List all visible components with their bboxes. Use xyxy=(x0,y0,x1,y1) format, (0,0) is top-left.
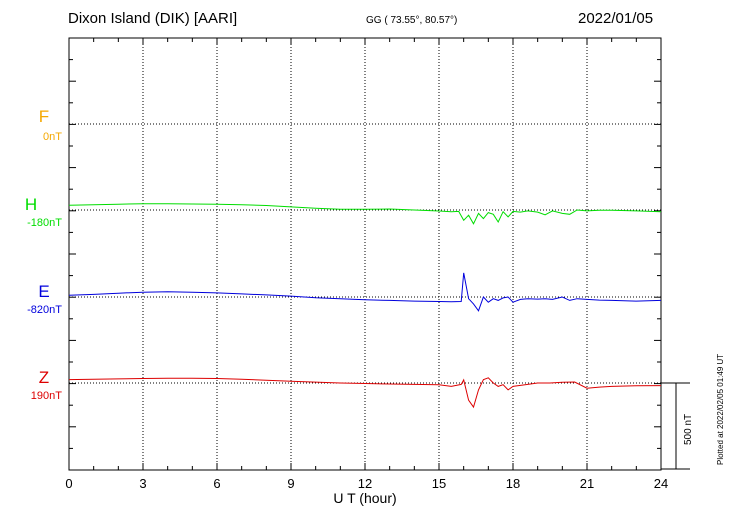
series-line-h xyxy=(68,203,662,225)
scale-bar xyxy=(661,382,690,470)
x-tick-label: 0 xyxy=(65,476,72,491)
chart-date: 2022/01/05 xyxy=(578,10,654,27)
station-coordinates: GG ( 73.55°, 80.57°) xyxy=(366,15,458,26)
x-tick-label: 3 xyxy=(139,476,146,491)
channel-h-label: H xyxy=(24,195,38,214)
x-axis-ticks xyxy=(68,37,662,471)
series-line-z xyxy=(68,377,662,409)
x-tick-label: 15 xyxy=(432,476,446,491)
series-line-e xyxy=(68,272,662,312)
series-layer xyxy=(68,203,662,409)
channel-h-baseline: -180nT xyxy=(27,217,62,229)
channel-e-baseline: -820nT xyxy=(27,304,62,316)
channel-f-baseline: 0nT xyxy=(43,131,62,143)
scale-bar-label: 500 nT xyxy=(683,413,694,445)
x-tick-label: 12 xyxy=(358,476,372,491)
channel-f-label: F xyxy=(38,107,50,126)
x-tick-label: 21 xyxy=(580,476,594,491)
x-tick-label: 6 xyxy=(213,476,220,491)
channel-z-baseline: 190nT xyxy=(30,390,62,402)
x-axis-label: U T (hour) xyxy=(333,490,396,506)
x-tick-label: 18 xyxy=(506,476,520,491)
channel-z-label: Z xyxy=(38,368,50,387)
x-axis-tick-labels: 0 3 6 9 12 15 18 21 24 xyxy=(65,476,668,491)
x-tick-label: 9 xyxy=(287,476,294,491)
channel-e-label: E xyxy=(38,282,50,301)
grid-lines xyxy=(69,38,661,470)
plotted-timestamp: Plotted at 2022/02/05 01:49 UT xyxy=(716,353,725,465)
station-title: Dixon Island (DIK) [AARI] xyxy=(68,10,238,27)
x-tick-label: 24 xyxy=(654,476,668,491)
